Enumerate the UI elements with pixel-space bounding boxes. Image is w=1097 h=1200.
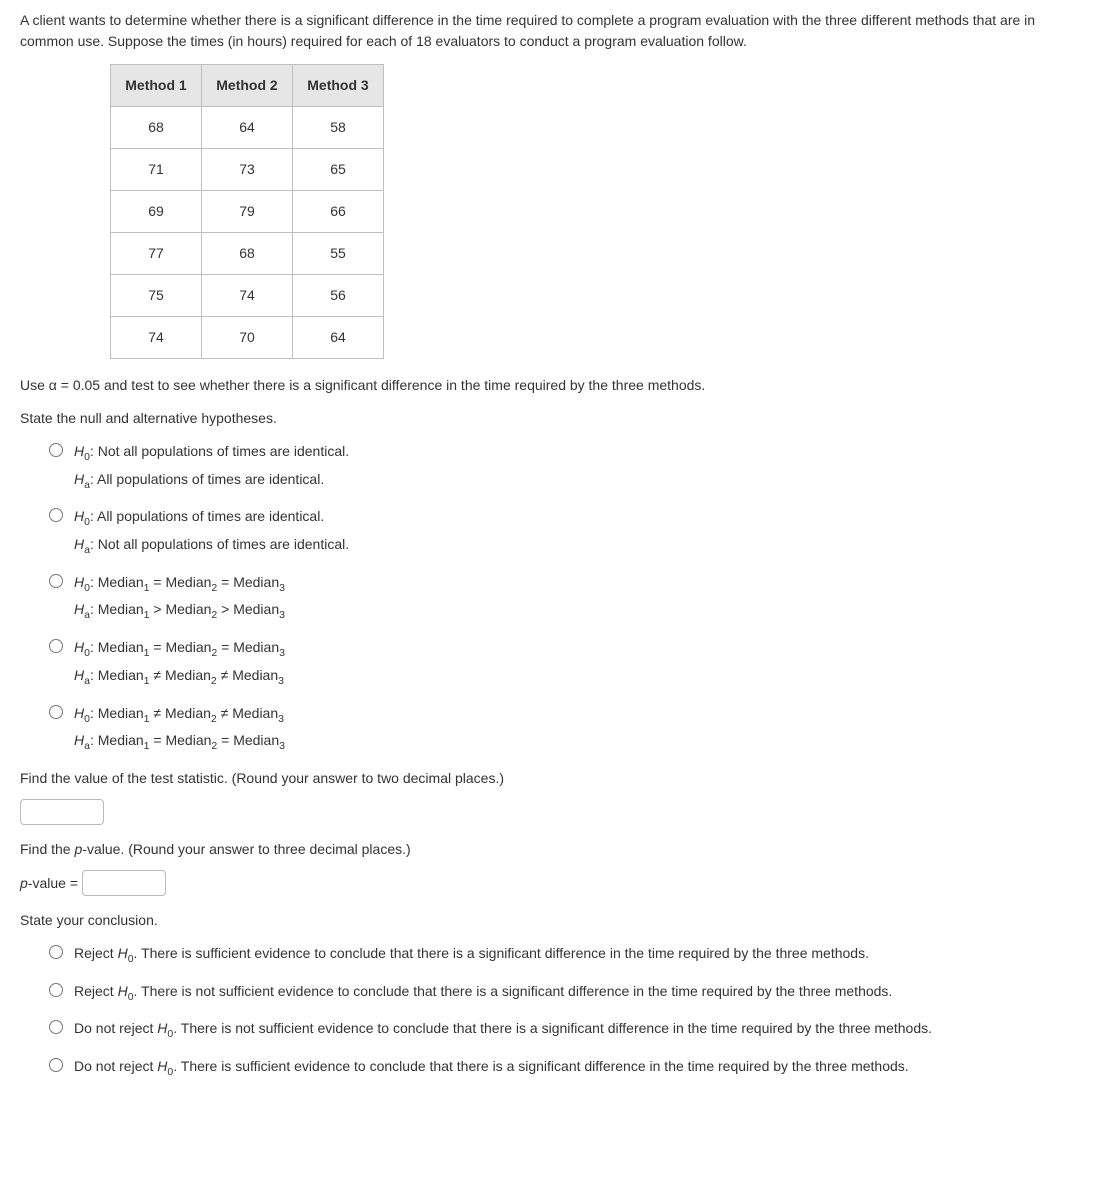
- test-stat-input[interactable]: [20, 799, 104, 825]
- pvalue-input[interactable]: [82, 870, 166, 896]
- hyp-option-a: H0: Not all populations of times are ide…: [74, 439, 349, 494]
- conc-option-a: Reject H0. There is sufficient evidence …: [74, 941, 869, 969]
- alpha-instruction: Use α = 0.05 and test to see whether the…: [20, 375, 1077, 396]
- conc-radio-d[interactable]: [49, 1058, 63, 1072]
- table-cell: 68: [111, 107, 202, 149]
- table-cell: 65: [293, 149, 384, 191]
- hyp-radio-e[interactable]: [49, 705, 63, 719]
- table-cell: 68: [202, 233, 293, 275]
- table-cell: 75: [111, 275, 202, 317]
- table-row: 776855: [111, 233, 384, 275]
- conc-radio-b[interactable]: [49, 983, 63, 997]
- hyp-option-e: H0: Median1 ≠ Median2 ≠ Median3 Ha: Medi…: [74, 701, 285, 756]
- table-row: 686458: [111, 107, 384, 149]
- hyp-radio-b[interactable]: [49, 508, 63, 522]
- conc-radio-a[interactable]: [49, 945, 63, 959]
- table-cell: 69: [111, 191, 202, 233]
- table-cell: 73: [202, 149, 293, 191]
- table-row: 697966: [111, 191, 384, 233]
- hyp-radio-a[interactable]: [49, 443, 63, 457]
- pvalue-row: p-value =: [20, 870, 1077, 896]
- conc-option-d: Do not reject H0. There is sufficient ev…: [74, 1054, 909, 1082]
- table-cell: 64: [202, 107, 293, 149]
- hyp-radio-d[interactable]: [49, 639, 63, 653]
- hyp-option-b: H0: All populations of times are identic…: [74, 504, 349, 559]
- data-table: Method 1 Method 2 Method 3 6864587173656…: [110, 64, 384, 359]
- table-cell: 71: [111, 149, 202, 191]
- hypothesis-prompt: State the null and alternative hypothese…: [20, 408, 1077, 429]
- hypothesis-options: H0: Not all populations of times are ide…: [44, 439, 1077, 756]
- conclusion-options: Reject H0. There is sufficient evidence …: [44, 941, 1077, 1082]
- table-cell: 55: [293, 233, 384, 275]
- hyp-option-c: H0: Median1 = Median2 = Median3 Ha: Medi…: [74, 570, 285, 625]
- table-cell: 64: [293, 317, 384, 359]
- table-cell: 66: [293, 191, 384, 233]
- table-cell: 74: [111, 317, 202, 359]
- problem-text: A client wants to determine whether ther…: [20, 10, 1077, 52]
- col-header: Method 3: [293, 65, 384, 107]
- table-row: 717365: [111, 149, 384, 191]
- pvalue-prompt: Find the p-value. (Round your answer to …: [20, 839, 1077, 860]
- table-cell: 74: [202, 275, 293, 317]
- table-cell: 70: [202, 317, 293, 359]
- table-cell: 79: [202, 191, 293, 233]
- table-row: 757456: [111, 275, 384, 317]
- conc-option-b: Reject H0. There is not sufficient evide…: [74, 979, 892, 1007]
- table-cell: 77: [111, 233, 202, 275]
- hyp-radio-c[interactable]: [49, 574, 63, 588]
- col-header: Method 1: [111, 65, 202, 107]
- table-cell: 58: [293, 107, 384, 149]
- conclusion-prompt: State your conclusion.: [20, 910, 1077, 931]
- conc-radio-c[interactable]: [49, 1020, 63, 1034]
- conc-option-c: Do not reject H0. There is not sufficien…: [74, 1016, 932, 1044]
- table-cell: 56: [293, 275, 384, 317]
- test-stat-prompt: Find the value of the test statistic. (R…: [20, 768, 1077, 789]
- col-header: Method 2: [202, 65, 293, 107]
- table-row: 747064: [111, 317, 384, 359]
- hyp-option-d: H0: Median1 = Median2 = Median3 Ha: Medi…: [74, 635, 285, 690]
